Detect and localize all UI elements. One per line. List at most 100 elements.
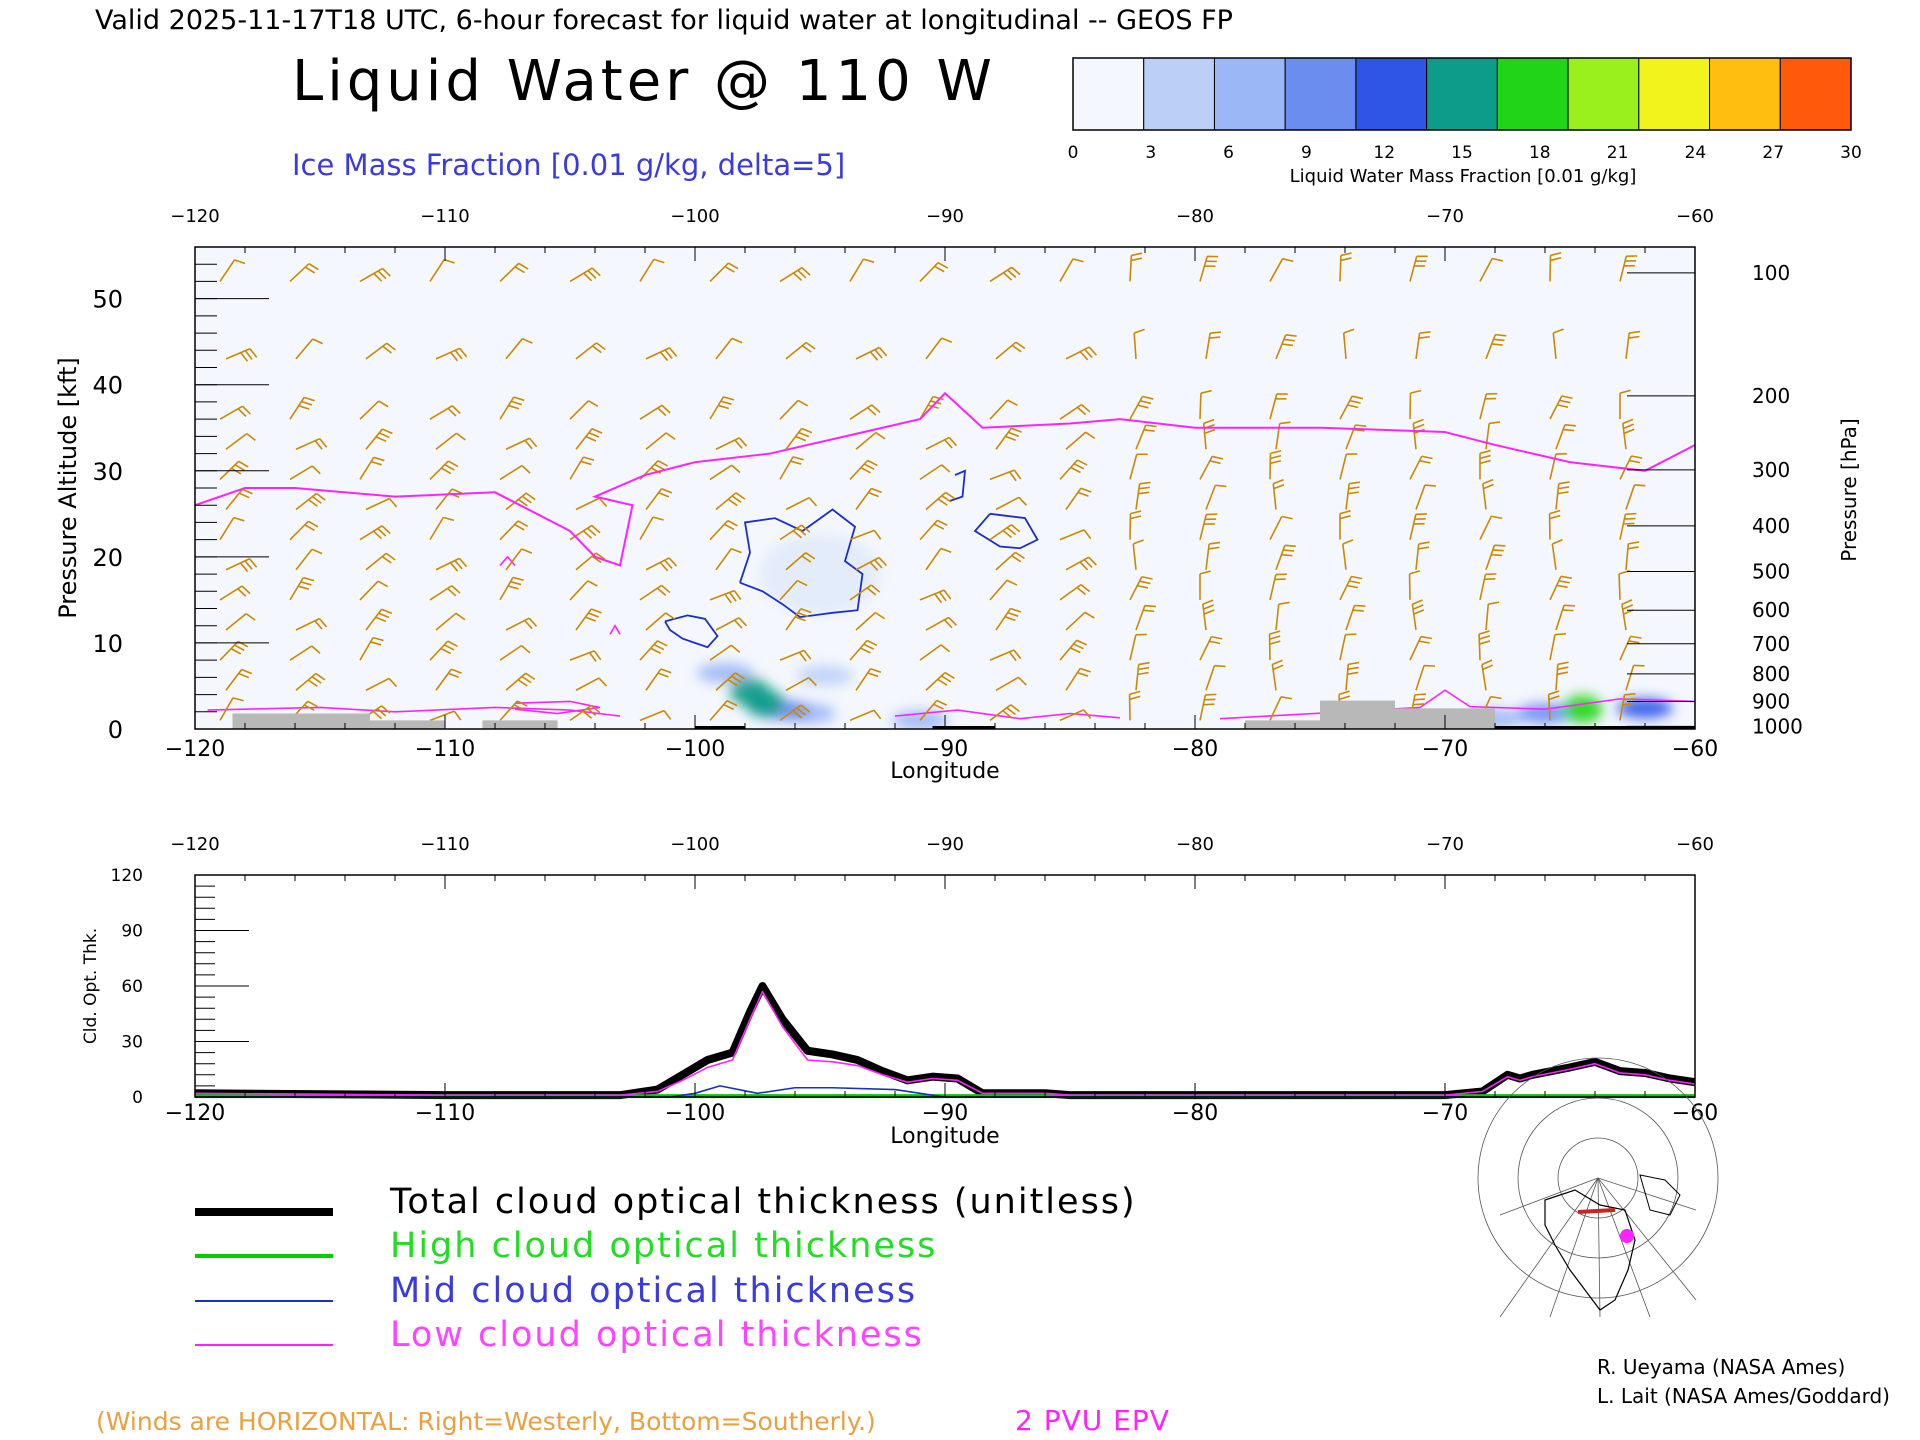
wind-barb xyxy=(779,704,811,722)
optical-thickness-lines xyxy=(195,982,1695,1100)
wind-barb xyxy=(779,524,811,541)
wind-barbs xyxy=(219,251,1646,722)
wind-barb xyxy=(1619,635,1642,661)
legend-label-high: High cloud optical thickness xyxy=(390,1226,937,1266)
wind-barb xyxy=(1415,664,1436,691)
wind-barb xyxy=(1415,484,1436,510)
wind-barb xyxy=(1549,575,1572,601)
low-optical-thickness-line xyxy=(195,990,1695,1096)
location-marker xyxy=(1620,1229,1634,1243)
wind-barb xyxy=(1479,573,1497,601)
wind-barb xyxy=(1408,570,1421,600)
wind-barb xyxy=(1065,487,1092,510)
wind-barb xyxy=(1065,611,1095,631)
wind-barb xyxy=(1199,693,1217,721)
top-x-tick-label: −60 xyxy=(1672,737,1718,762)
wind-barb xyxy=(289,263,319,283)
wind-barb xyxy=(1552,328,1564,359)
wind-barb xyxy=(779,456,804,480)
wind-barb xyxy=(715,492,746,511)
wind-barb xyxy=(1625,330,1641,359)
wind-barb xyxy=(1129,252,1143,282)
bottom-x-tick-label: −90 xyxy=(922,1101,968,1126)
wind-barb xyxy=(1409,693,1426,721)
wind-barb xyxy=(779,649,812,662)
wind-barb xyxy=(1269,393,1288,420)
pressure-tick-label: 300 xyxy=(1752,458,1790,482)
optical-thickness-axes: −120 −120 −110 −110 −100 −100 −90 −90 −80 −80 −70 −… xyxy=(111,834,1719,1126)
wind-barb xyxy=(785,341,816,360)
wind-barb xyxy=(709,396,735,420)
terrain-block xyxy=(482,720,558,729)
colorbar: 0 3 6 9 12 15 18 21 24 27 30 Liquid Water Mass Fra… xyxy=(1068,57,1862,187)
wind-barb xyxy=(225,668,253,691)
colorbar-cells xyxy=(1072,57,1852,131)
wind-barb xyxy=(1555,661,1569,691)
surface-segment xyxy=(695,726,745,729)
total-optical-thickness-line xyxy=(195,982,1695,1100)
wind-barb xyxy=(1409,255,1428,282)
wind-barb xyxy=(1345,481,1361,510)
wind-barb xyxy=(569,524,601,541)
wind-barb xyxy=(365,677,398,691)
pv-contour-fragment xyxy=(894,709,1121,720)
wind-barb xyxy=(499,464,531,481)
top-y-tick-label: 0 xyxy=(108,716,123,744)
liquid-water-blob xyxy=(797,665,853,686)
wind-barb xyxy=(785,497,818,511)
top-y-tick-label: 50 xyxy=(92,286,123,314)
wind-barb xyxy=(505,437,538,450)
wind-barb xyxy=(639,404,671,420)
wind-barb xyxy=(219,640,249,661)
wind-barb xyxy=(569,400,599,420)
wind-barb xyxy=(1059,639,1088,661)
wind-barb xyxy=(849,584,881,601)
pressure-tick-label: 500 xyxy=(1752,559,1790,583)
wind-barb xyxy=(289,645,321,661)
wind-barb xyxy=(1132,539,1144,570)
wind-barb xyxy=(575,677,608,691)
wind-barb xyxy=(505,548,533,571)
bottom-x-tick-label: −120 xyxy=(165,1101,225,1126)
wind-barb xyxy=(855,611,885,631)
wind-barb xyxy=(295,617,328,631)
wind-barb xyxy=(1059,529,1092,541)
wind-barb xyxy=(429,405,461,420)
wind-barb xyxy=(1199,455,1224,480)
wind-barb xyxy=(219,697,244,721)
wind-barb xyxy=(925,436,958,450)
epv-label: 2 PVU EPV xyxy=(1015,1404,1170,1437)
top-x-tick-label-upper: −80 xyxy=(1176,206,1214,227)
wind-barb xyxy=(989,399,1018,420)
colorbar-tick-label: 12 xyxy=(1373,143,1395,163)
wind-barb xyxy=(1065,556,1097,571)
wind-barb xyxy=(1478,630,1491,661)
wind-barb xyxy=(429,516,455,541)
bottom-x-tick-label-upper: −100 xyxy=(670,834,719,855)
wind-barb xyxy=(1625,484,1646,510)
page-title: Liquid Water @ 110 W xyxy=(292,49,996,114)
wind-barb xyxy=(1065,431,1096,450)
wind-barb xyxy=(639,258,665,282)
colorbar-tick-label: 3 xyxy=(1145,143,1156,163)
wind-barb xyxy=(1622,418,1635,450)
wind-barb xyxy=(505,672,536,691)
wind-barb xyxy=(225,613,256,631)
wind-barb xyxy=(849,404,881,420)
pressure-tick-label: 600 xyxy=(1752,598,1790,622)
wind-barb xyxy=(715,337,743,360)
wind-barb xyxy=(1481,659,1494,691)
wind-barb xyxy=(1409,513,1427,540)
bottom-x-tick-label: −110 xyxy=(415,1101,475,1126)
colorbar-cell xyxy=(1779,57,1852,131)
colorbar-label: Liquid Water Mass Fraction [0.01 g/kg] xyxy=(1290,166,1637,187)
colorbar-tick-label: 15 xyxy=(1451,143,1473,163)
pv-contour-fragment xyxy=(514,700,601,715)
wind-barb xyxy=(499,576,524,601)
wind-barb xyxy=(1275,333,1297,360)
wind-barb xyxy=(1619,389,1631,420)
wind-barb xyxy=(365,497,398,511)
pressure-tick-label: 1000 xyxy=(1752,714,1803,738)
wind-barb xyxy=(1485,421,1501,450)
wind-barb xyxy=(429,585,461,601)
